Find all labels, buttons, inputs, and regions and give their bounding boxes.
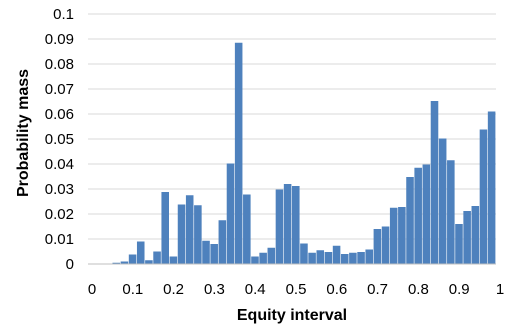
histogram-bar: [471, 206, 480, 264]
histogram-bar: [226, 163, 235, 264]
y-tick-label: 0.06: [45, 106, 74, 123]
histogram-bar: [185, 195, 194, 264]
histogram-bar: [275, 189, 284, 264]
y-axis-title: Probability mass: [15, 69, 32, 197]
x-tick-label: 0.1: [122, 281, 143, 298]
histogram-bar: [292, 186, 300, 264]
y-axis-ticks: 0 0.01 0.02 0.03 0.04 0.05 0.06 0.07 0.08 0.09 0.1: [45, 6, 74, 273]
histogram-bar: [324, 252, 333, 264]
histogram-bar: [112, 262, 121, 264]
y-tick-label: 0.02: [45, 206, 74, 223]
histogram-bar: [316, 250, 325, 264]
y-tick-label: 0.05: [45, 131, 74, 148]
histogram-bar: [373, 229, 382, 264]
histogram-bar: [161, 192, 169, 264]
histogram-bar: [455, 224, 463, 264]
histogram-bar: [128, 254, 137, 264]
x-tick-label: 0.4: [245, 281, 266, 298]
histogram-bar: [357, 252, 365, 264]
bars: [112, 42, 496, 264]
histogram-bar: [398, 207, 406, 264]
histogram-bar: [153, 251, 161, 264]
histogram-bar: [332, 245, 341, 264]
histogram-bar: [251, 256, 259, 264]
histogram-bar: [487, 111, 496, 264]
histogram-bar: [120, 261, 129, 264]
histogram-bar: [177, 204, 186, 264]
histogram-bar: [447, 160, 455, 264]
x-tick-label: 0.9: [449, 281, 470, 298]
x-tick-label: 0.5: [286, 281, 307, 298]
y-tick-label: 0.07: [45, 81, 74, 98]
histogram-bar: [210, 244, 218, 264]
y-tick-label: 0: [66, 256, 74, 273]
histogram-bar: [243, 194, 251, 264]
histogram-bar: [430, 101, 439, 264]
histogram-bar: [389, 207, 398, 264]
y-tick-label: 0.03: [45, 181, 74, 198]
x-axis-ticks: 0 0.1 0.2 0.3 0.4 0.5 0.6 0.7 0.8 0.9 1: [88, 281, 504, 298]
histogram-bar: [145, 260, 153, 264]
histogram-bar: [283, 184, 292, 264]
x-tick-label: 0.7: [367, 281, 388, 298]
x-tick-label: 0.8: [408, 281, 429, 298]
histogram-bar: [259, 252, 267, 264]
histogram-bar: [136, 241, 145, 264]
x-axis-title: Equity interval: [237, 307, 347, 324]
y-tick-label: 0.01: [45, 231, 74, 248]
histogram-bar: [300, 243, 308, 264]
histogram-bar: [169, 256, 178, 264]
x-tick-label: 0.6: [326, 281, 347, 298]
histogram-bar: [340, 254, 349, 264]
histogram-bar: [234, 42, 243, 264]
x-tick-label: 0: [88, 281, 96, 298]
y-tick-label: 0.09: [45, 31, 74, 48]
histogram-bar: [438, 138, 447, 264]
histogram-bar: [406, 177, 414, 264]
gridlines: [88, 13, 496, 240]
y-tick-label: 0.04: [45, 156, 74, 173]
y-tick-label: 0.08: [45, 56, 74, 73]
histogram-bar: [349, 252, 357, 264]
histogram-bar: [365, 249, 373, 264]
y-tick-label: 0.1: [53, 6, 74, 23]
histogram-bar: [422, 164, 431, 264]
histogram-bar: [479, 129, 488, 264]
histogram-bar: [194, 205, 202, 264]
histogram-bar: [267, 247, 276, 264]
histogram-bar: [202, 240, 210, 264]
histogram-bar: [463, 211, 471, 264]
histogram-bar: [218, 220, 227, 264]
x-tick-label: 0.3: [204, 281, 225, 298]
x-tick-label: 0.2: [163, 281, 184, 298]
histogram-bar: [414, 167, 422, 264]
histogram-bar: [308, 252, 316, 264]
histogram-bar: [381, 226, 390, 264]
x-tick-label: 1: [496, 281, 504, 298]
